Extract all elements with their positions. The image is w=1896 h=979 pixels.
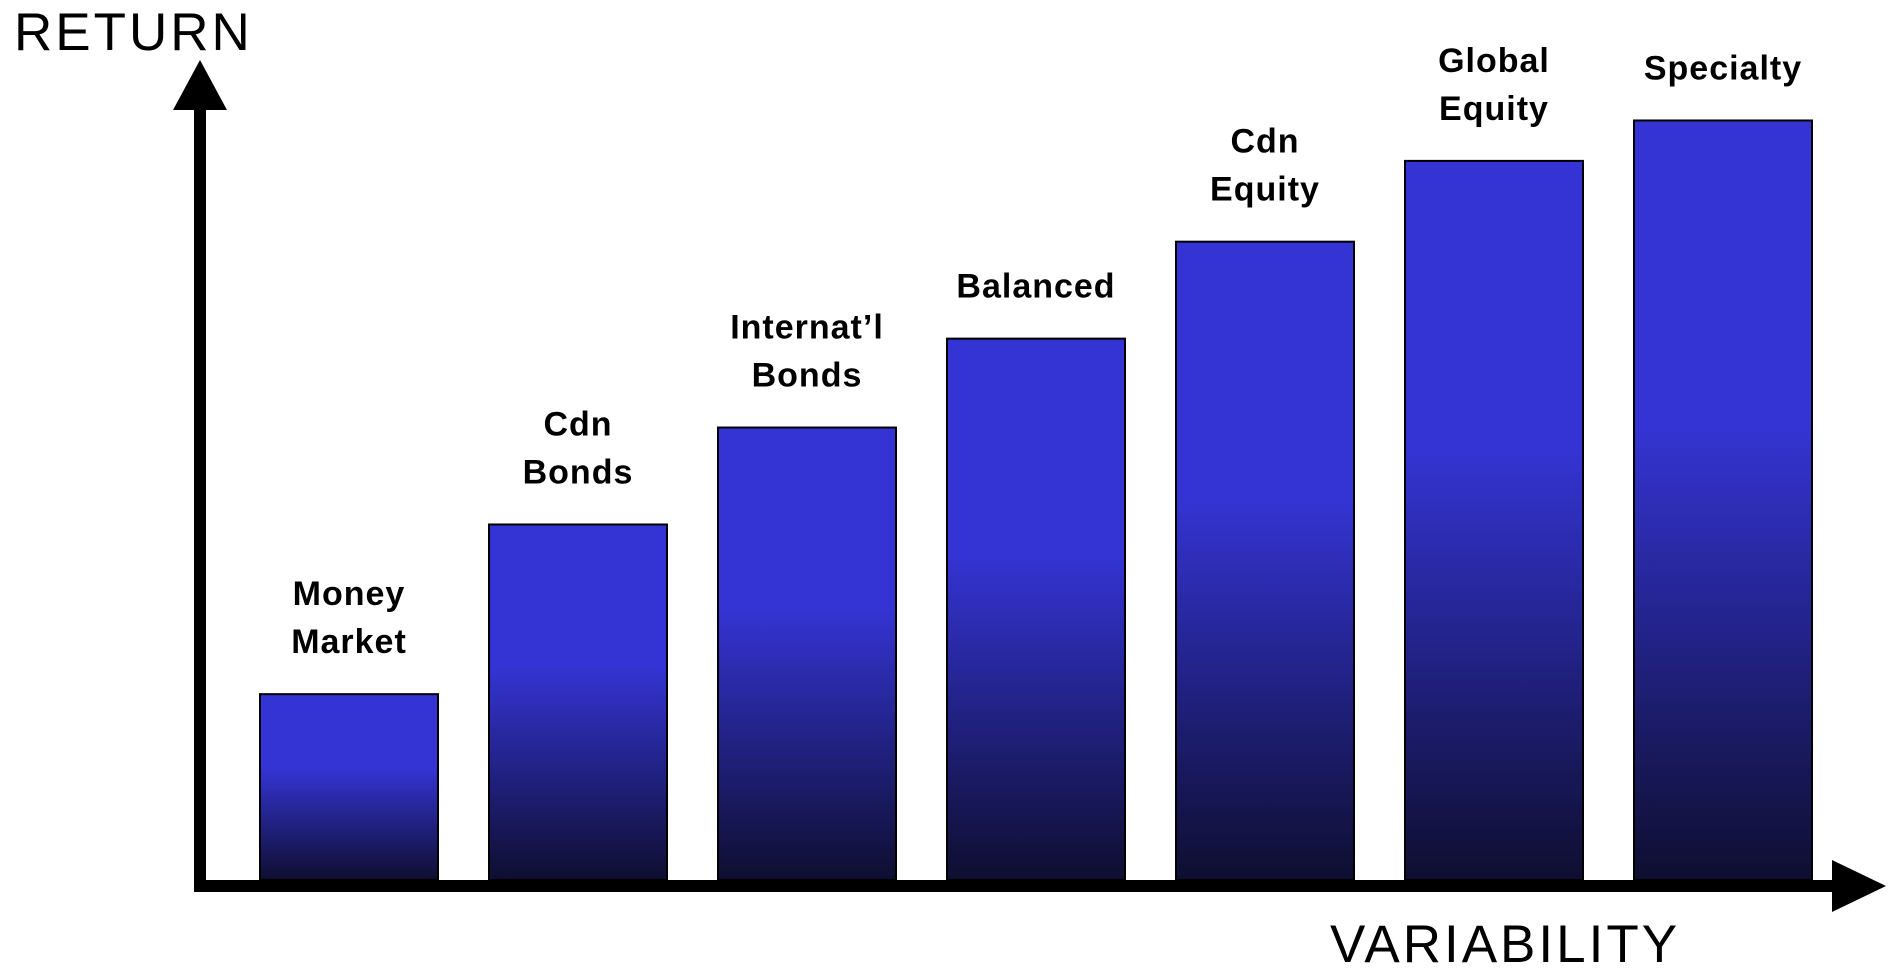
bar-label: Balanced	[956, 268, 1115, 306]
y-axis-arrow	[173, 60, 227, 110]
bar	[1404, 159, 1584, 881]
x-axis-arrow	[1832, 860, 1886, 912]
bar	[1633, 119, 1813, 882]
bar-label: Specialty	[1644, 49, 1802, 87]
bar-label: Global Equity	[1438, 42, 1550, 128]
bar-label: Cdn Equity	[1210, 123, 1320, 209]
bar	[1175, 240, 1355, 881]
bar-label: Cdn Bonds	[523, 405, 634, 491]
bar	[717, 426, 897, 881]
bar	[488, 523, 668, 881]
x-axis-title: VARIABILITY	[1330, 915, 1680, 974]
bar	[259, 693, 439, 881]
bar-label: Money Market	[291, 575, 407, 661]
y-axis-title: RETURN	[14, 3, 253, 62]
bar-label: Internat’l Bonds	[730, 309, 884, 395]
bar	[946, 337, 1126, 881]
